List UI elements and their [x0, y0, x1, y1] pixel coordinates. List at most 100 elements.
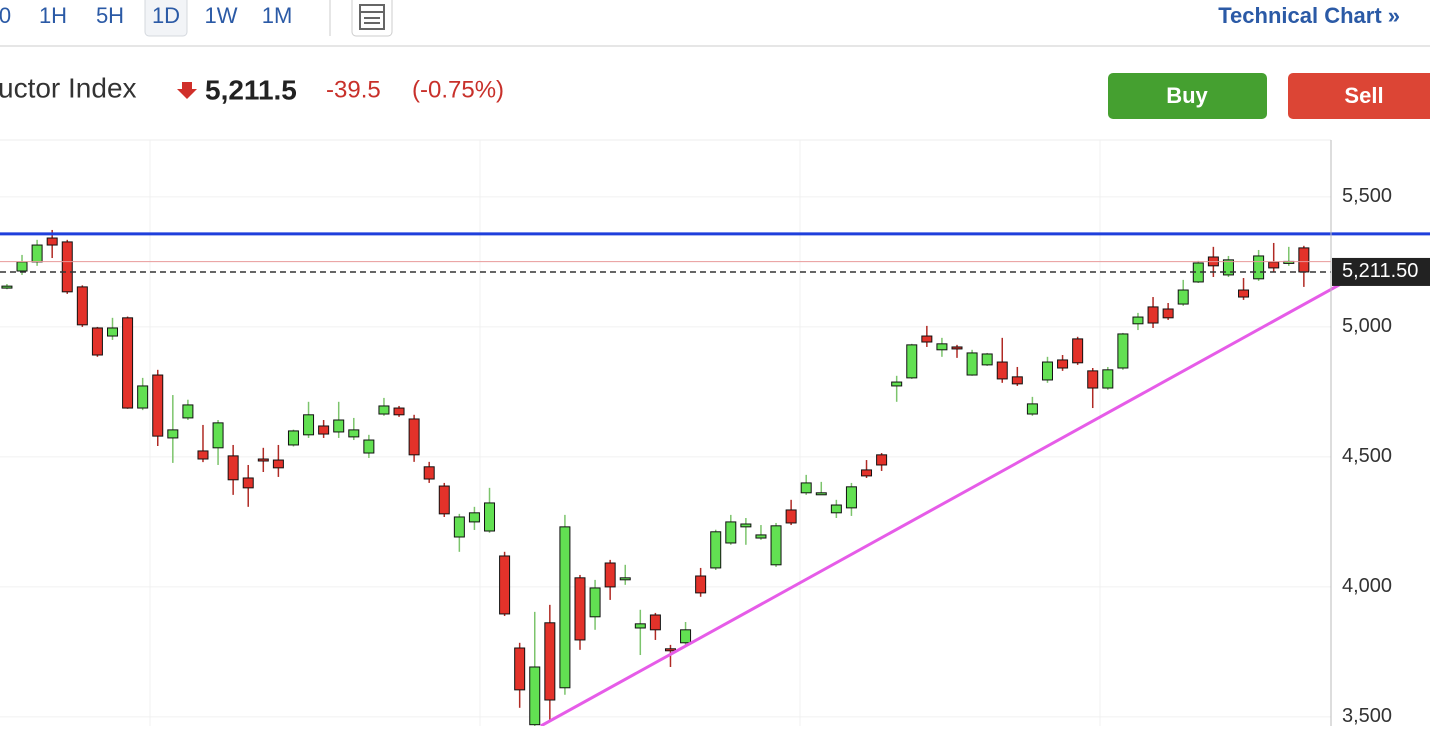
candle-body	[303, 414, 315, 436]
candle-body	[212, 422, 224, 449]
candle-body	[137, 385, 149, 409]
candle-body	[468, 512, 480, 523]
candle-body	[981, 353, 993, 366]
candle-body	[936, 343, 948, 351]
candle-body	[453, 516, 465, 538]
candle-body	[76, 286, 88, 326]
candle-body	[876, 454, 888, 466]
candle-body	[423, 466, 435, 480]
y-tick-label: 5,000	[1342, 315, 1392, 337]
y-tick-label: 3,500	[1342, 705, 1392, 726]
instrument-name: uctor Index	[0, 72, 137, 103]
timeframe-tab[interactable]: 1W	[205, 3, 238, 28]
candle-body	[333, 419, 345, 433]
candle-body	[393, 407, 405, 416]
candles	[1, 229, 1310, 726]
candle-body	[559, 526, 571, 689]
timeframe-tab[interactable]: 5H	[96, 3, 124, 28]
candle-body	[227, 455, 239, 481]
candle-body	[363, 439, 375, 454]
candle-body	[272, 459, 284, 469]
candle-body	[785, 509, 797, 524]
candle-body	[845, 486, 857, 509]
last-price-box	[1332, 257, 1430, 286]
candle-body	[634, 623, 646, 629]
timeframe-tab[interactable]: 1D	[152, 3, 180, 28]
candle-body	[574, 577, 586, 641]
candle-body	[695, 575, 707, 594]
candle-body	[31, 244, 43, 263]
candle-body	[755, 534, 767, 539]
candle-body	[921, 335, 933, 343]
candle-body	[649, 614, 661, 631]
candle-body	[107, 327, 119, 337]
grid	[0, 196, 1331, 718]
candle-body	[800, 482, 812, 494]
candle-body	[1102, 369, 1114, 389]
candle-body	[1268, 261, 1280, 269]
candle-body	[951, 346, 963, 350]
y-tick-label: 4,500	[1342, 445, 1392, 467]
buy-label[interactable]: Buy	[1166, 83, 1208, 108]
candle-body	[725, 521, 737, 544]
candle-body	[1132, 316, 1144, 325]
candle-body	[91, 327, 103, 356]
candle-body	[1087, 370, 1099, 389]
candle-body	[1253, 255, 1265, 280]
candle-body	[484, 502, 496, 532]
candle-body	[1222, 259, 1234, 276]
candle-body	[891, 381, 903, 387]
vertical-grid	[149, 140, 1101, 726]
candle-body	[815, 492, 827, 496]
candle-body	[46, 237, 58, 246]
candle-body	[1238, 289, 1250, 298]
candle-body	[996, 361, 1008, 380]
candle-body	[1041, 361, 1053, 381]
candle-body	[182, 404, 194, 419]
sell-button[interactable]	[1288, 73, 1430, 119]
candle-body	[287, 430, 299, 446]
candle-body	[197, 450, 209, 460]
candle-body	[664, 648, 676, 652]
candle-body	[514, 647, 526, 691]
candle-body	[1026, 403, 1038, 415]
trendline	[540, 260, 1382, 728]
candle-body	[861, 469, 873, 477]
candle-body	[152, 374, 164, 437]
candle-body	[408, 418, 420, 456]
change-pct: (-0.75%)	[412, 76, 504, 103]
candle-body	[544, 622, 556, 701]
down-arrow	[177, 82, 197, 99]
candle-body	[589, 587, 601, 618]
last-price-label: 5,211.50	[1342, 260, 1418, 282]
candle-body	[348, 429, 360, 438]
timeframe-tab[interactable]: 1M	[262, 3, 293, 28]
candle-body	[167, 429, 179, 439]
layout-icon[interactable]	[351, 0, 393, 37]
candle-body	[257, 458, 269, 462]
price: 5,211.5	[205, 74, 297, 105]
y-axis-labels: 3,500 4,000 4,500 5,000 5,500	[1342, 185, 1392, 727]
candle-body	[1298, 247, 1310, 273]
buy-button[interactable]	[1108, 73, 1267, 119]
y-tick-label: 5,500	[1342, 185, 1392, 207]
candle-body	[1117, 333, 1129, 369]
candle-body	[830, 504, 842, 514]
candle-body	[1072, 338, 1084, 364]
candle-body	[1147, 306, 1159, 324]
candle-body	[1162, 308, 1174, 319]
sell-label[interactable]: Sell	[1344, 83, 1383, 108]
change: -39.5	[326, 76, 381, 103]
timeframe-tab[interactable]: 0	[0, 3, 11, 28]
candle-body	[122, 317, 134, 409]
candle-body	[438, 485, 450, 515]
technical-chart-link[interactable]: Technical Chart »	[1218, 3, 1400, 28]
overlay: 5,211.50	[0, 232, 1430, 728]
y-tick-label: 4,000	[1342, 575, 1392, 597]
timeframe-tab[interactable]: 1H	[39, 3, 67, 28]
candle-body	[16, 261, 28, 272]
candle-body	[378, 405, 390, 415]
candle-body	[61, 241, 73, 293]
candle-body	[710, 531, 722, 569]
